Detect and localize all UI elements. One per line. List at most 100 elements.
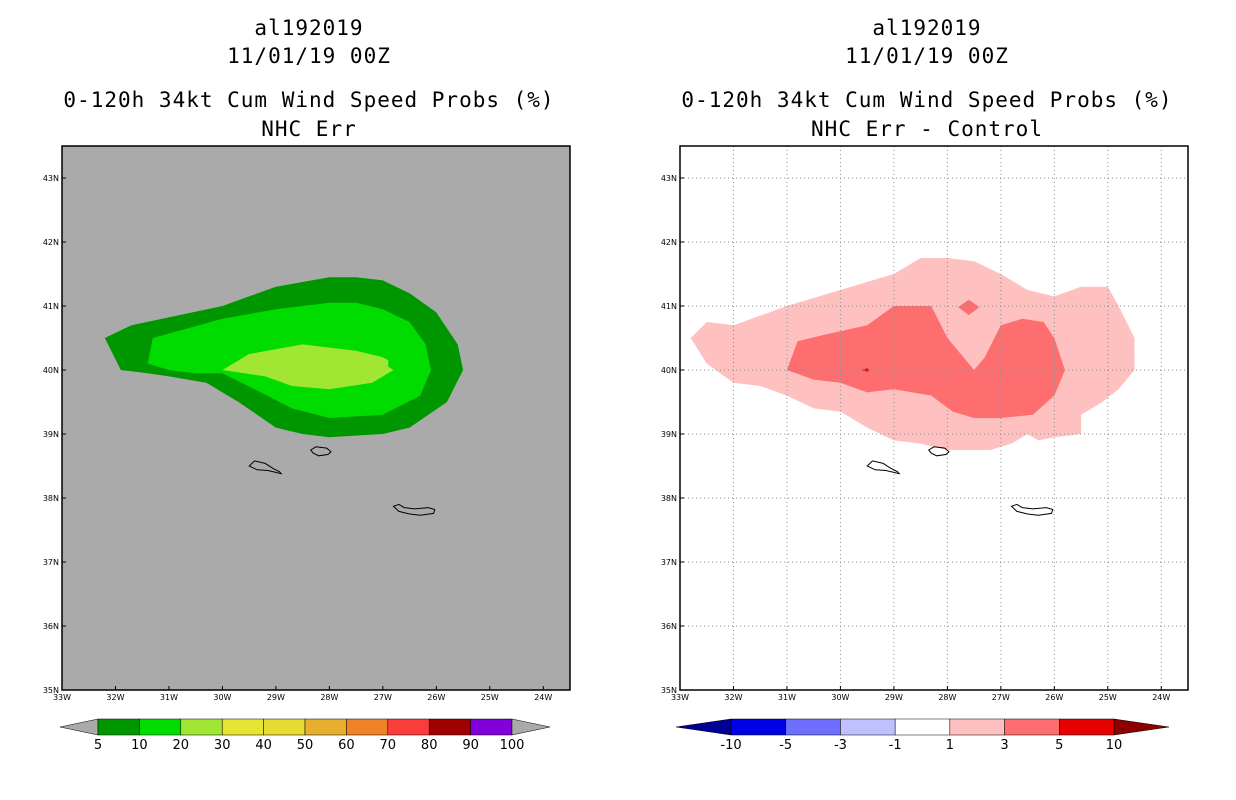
right-x-tick-label: 29W bbox=[885, 693, 903, 702]
left-x-tick-label: 27W bbox=[374, 693, 392, 702]
left-plot-frame bbox=[61, 145, 571, 691]
left-colorbar-label: 30 bbox=[214, 738, 231, 753]
left-y-tick-label: 39N bbox=[43, 430, 59, 439]
subtitle: NHC Err bbox=[261, 117, 357, 141]
left-panel: al192019 11/01/19 00Z 0-120h 34kt Cum Wi… bbox=[43, 16, 571, 753]
left-colorbar-label: 100 bbox=[500, 738, 525, 753]
left-colorbar-swatch bbox=[304, 718, 347, 736]
storm-id-title: al192019 bbox=[872, 16, 982, 40]
left-colorbar-label: 50 bbox=[297, 738, 314, 753]
right-x-tick-label: 27W bbox=[992, 693, 1010, 702]
left-island-outline bbox=[309, 446, 332, 457]
left-x-tick-label: 30W bbox=[213, 693, 231, 702]
right-y-tick-label: 35N bbox=[661, 686, 677, 695]
right-y-tick-label: 37N bbox=[661, 558, 677, 567]
left-colorbar-swatch bbox=[428, 718, 471, 736]
left-x-tick-label: 25W bbox=[481, 693, 499, 702]
product-title: 0-120h 34kt Cum Wind Speed Probs (%) bbox=[681, 88, 1173, 112]
left-x-tick-label: 28W bbox=[320, 693, 338, 702]
subtitle: NHC Err - Control bbox=[811, 117, 1043, 141]
left-island-outline bbox=[392, 503, 436, 516]
left-y-tick-label: 42N bbox=[43, 238, 59, 247]
right-colorbar-under-arrow bbox=[675, 718, 732, 736]
right-x-tick-label: 32W bbox=[724, 693, 742, 702]
left-colorbar-label: 60 bbox=[338, 738, 355, 753]
right-colorbar-swatch bbox=[1004, 718, 1060, 736]
right-y-tick-label: 42N bbox=[661, 238, 677, 247]
right-colorbar-over-arrow bbox=[1113, 718, 1170, 736]
right-y-tick-label: 41N bbox=[661, 302, 677, 311]
right-colorbar-label: -1 bbox=[889, 738, 902, 753]
left-colorbar-label: 90 bbox=[462, 738, 479, 753]
right-grid bbox=[680, 146, 1188, 690]
right-colorbar-swatch bbox=[730, 718, 786, 736]
left-x-tick-label: 33W bbox=[53, 693, 71, 702]
left-colorbar-swatch bbox=[470, 718, 513, 736]
right-x-tick-label: 31W bbox=[778, 693, 796, 702]
right-y-tick-label: 43N bbox=[661, 174, 677, 183]
product-title: 0-120h 34kt Cum Wind Speed Probs (%) bbox=[63, 88, 555, 112]
left-colorbar-swatch bbox=[139, 718, 182, 736]
right-colorbar-swatch bbox=[840, 718, 896, 736]
left-colorbar-label: 10 bbox=[131, 738, 148, 753]
left-contours bbox=[104, 277, 464, 438]
right-colorbar-label: 10 bbox=[1106, 738, 1123, 753]
right-colorbar-swatch bbox=[785, 718, 841, 736]
right-x-tick-label: 26W bbox=[1045, 693, 1063, 702]
left-y-tick-label: 43N bbox=[43, 174, 59, 183]
probability-map-chart: 33W 32W 31W 30W 29W 28W 27W 26W 25W 24W 35N 36N 37N 3… bbox=[43, 145, 571, 753]
right-x-tick-label: 25W bbox=[1099, 693, 1117, 702]
left-colorbar-under-arrow bbox=[59, 718, 99, 736]
right-y-tick-label: 36N bbox=[661, 622, 677, 631]
left-y-tick-label: 37N bbox=[43, 558, 59, 567]
left-x-tick-label: 31W bbox=[160, 693, 178, 702]
right-contour-5-3 bbox=[861, 368, 870, 372]
storm-id-title: al192019 bbox=[254, 16, 364, 40]
left-colorbar-swatch bbox=[387, 718, 430, 736]
left-colorbar-over-arrow bbox=[511, 718, 551, 736]
left-contour-20-2 bbox=[222, 344, 394, 390]
right-x-tick-label: 28W bbox=[938, 693, 956, 702]
left-x-tick-label: 24W bbox=[534, 693, 552, 702]
left-colorbar-swatch bbox=[263, 718, 306, 736]
right-island-outline bbox=[927, 446, 950, 457]
left-colorbar-label: 5 bbox=[94, 738, 102, 753]
right-plot-frame bbox=[679, 145, 1189, 691]
left-y-tick-label: 40N bbox=[43, 366, 59, 375]
left-y-tick-label: 38N bbox=[43, 494, 59, 503]
right-colorbar-label: -3 bbox=[834, 738, 847, 753]
left-y-tick-label: 41N bbox=[43, 302, 59, 311]
right-contours bbox=[690, 258, 1135, 450]
right-colorbar-swatch bbox=[894, 718, 951, 736]
left-x-tick-label: 32W bbox=[106, 693, 124, 702]
date-title: 11/01/19 00Z bbox=[227, 44, 391, 68]
right-colorbar-label: -5 bbox=[779, 738, 792, 753]
left-colorbar-label: 70 bbox=[380, 738, 397, 753]
right-island-outline bbox=[866, 460, 901, 475]
right-x-tick-label: 33W bbox=[671, 693, 689, 702]
right-x-tick-label: 24W bbox=[1152, 693, 1170, 702]
right-y-tick-label: 38N bbox=[661, 494, 677, 503]
right-colorbar-label: -10 bbox=[720, 738, 741, 753]
right-y-tick-label: 39N bbox=[661, 430, 677, 439]
right-colorbar-swatch bbox=[949, 718, 1005, 736]
right-colorbar-label: 1 bbox=[946, 738, 954, 753]
left-x-tick-label: 26W bbox=[427, 693, 445, 702]
right-colorbar-label: 3 bbox=[1000, 738, 1008, 753]
left-colorbar-swatch bbox=[346, 718, 389, 736]
right-panel: al192019 11/01/19 00Z 0-120h 34kt Cum Wi… bbox=[618, 0, 1236, 800]
left-island-outline bbox=[248, 460, 283, 475]
right-contour-3-1 bbox=[786, 306, 1065, 418]
left-colorbar: 5 10 20 30 40 50 60 70 80 90 100 bbox=[59, 718, 551, 753]
right-island-outline bbox=[1010, 503, 1054, 516]
left-y-tick-label: 36N bbox=[43, 622, 59, 631]
right-x-tick-label: 30W bbox=[831, 693, 849, 702]
right-colorbar-swatch bbox=[1059, 718, 1115, 736]
left-colorbar-swatch bbox=[180, 718, 223, 736]
date-title: 11/01/19 00Z bbox=[845, 44, 1009, 68]
left-colorbar-label: 20 bbox=[173, 738, 190, 753]
right-y-tick-label: 40N bbox=[661, 366, 677, 375]
left-x-tick-label: 29W bbox=[267, 693, 285, 702]
left-colorbar-label: 80 bbox=[421, 738, 438, 753]
difference-map-chart: 33W 32W 31W 30W 29W 28W 27W 26W 25W 24W 35N 36N 37N 3… bbox=[661, 145, 1189, 753]
